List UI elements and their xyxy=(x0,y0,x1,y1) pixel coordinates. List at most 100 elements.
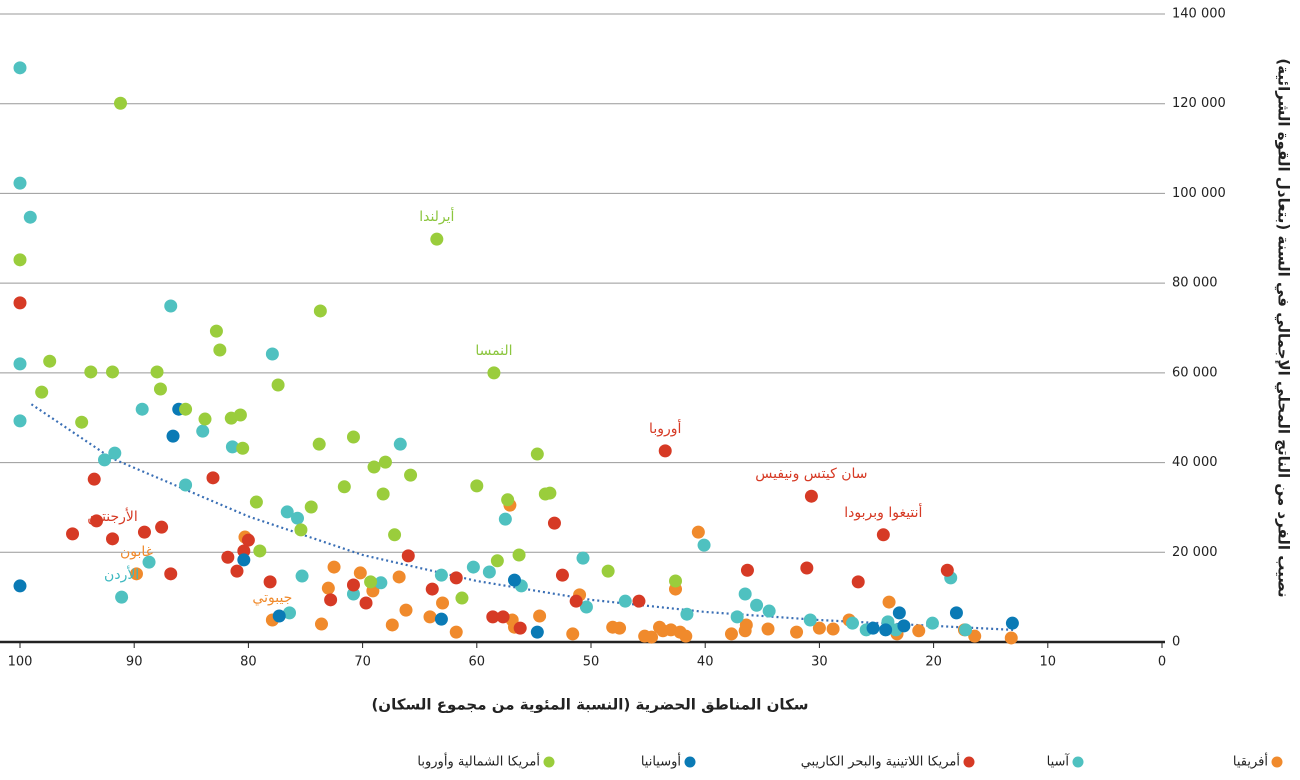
point xyxy=(866,621,880,635)
legend-label: أفريقيا xyxy=(1233,753,1268,770)
y-tick-label: 140 000 xyxy=(1172,7,1226,22)
y-tick-label: 60 000 xyxy=(1172,365,1218,380)
point xyxy=(213,343,227,357)
point xyxy=(135,402,149,416)
point xyxy=(164,567,178,581)
legend-label: آسيا xyxy=(1047,753,1071,770)
legend-label: أمريكا الشمالية وأوروبا xyxy=(417,753,540,770)
point xyxy=(237,553,251,567)
point xyxy=(346,578,360,592)
annotation: أوروبا xyxy=(649,419,681,437)
x-tick-label: 100 xyxy=(8,655,33,670)
point xyxy=(84,365,98,379)
legend-swatch xyxy=(543,756,555,768)
point xyxy=(803,613,817,627)
point xyxy=(233,408,247,422)
point xyxy=(513,621,527,635)
point xyxy=(679,629,693,643)
point xyxy=(423,610,437,624)
point xyxy=(434,568,448,582)
point xyxy=(566,627,580,641)
point xyxy=(543,486,557,500)
point xyxy=(812,621,826,635)
point xyxy=(632,594,646,608)
point xyxy=(968,629,982,643)
point xyxy=(90,514,104,528)
point xyxy=(790,625,804,639)
point xyxy=(490,554,504,568)
point xyxy=(327,560,341,574)
annotation: سان كيتس ونيفيس xyxy=(755,466,867,482)
point xyxy=(669,574,683,588)
point xyxy=(249,495,263,509)
point xyxy=(750,598,764,612)
point xyxy=(346,430,360,444)
point xyxy=(761,622,775,636)
point xyxy=(579,600,593,614)
point xyxy=(601,564,615,578)
point xyxy=(1004,631,1018,645)
point xyxy=(198,412,212,426)
point xyxy=(179,402,193,416)
y-tick-label: 120 000 xyxy=(1172,96,1226,111)
point xyxy=(271,378,285,392)
point xyxy=(385,618,399,632)
point xyxy=(455,591,469,605)
point xyxy=(1005,616,1019,630)
point xyxy=(13,357,27,371)
point xyxy=(98,453,112,467)
point xyxy=(13,253,27,267)
point xyxy=(221,550,235,564)
point xyxy=(66,527,80,541)
legend-swatch xyxy=(963,756,975,768)
point xyxy=(804,489,818,503)
point xyxy=(376,487,390,501)
point xyxy=(283,606,297,620)
point xyxy=(940,563,954,577)
point xyxy=(13,414,27,428)
x-tick-label: 80 xyxy=(240,655,257,670)
x-tick-label: 60 xyxy=(469,655,486,670)
annotation: النمسا xyxy=(475,343,512,359)
point xyxy=(449,625,463,639)
point xyxy=(487,366,501,380)
point xyxy=(367,460,381,474)
point xyxy=(392,570,406,584)
point xyxy=(353,566,367,580)
point xyxy=(294,523,308,537)
point xyxy=(75,415,89,429)
y-tick-label: 40 000 xyxy=(1172,455,1218,470)
point xyxy=(87,472,101,486)
point xyxy=(314,617,328,631)
point xyxy=(949,606,963,620)
x-tick-label: 90 xyxy=(126,655,143,670)
point xyxy=(291,511,305,525)
point xyxy=(470,479,484,493)
point xyxy=(618,594,632,608)
point xyxy=(576,551,590,565)
point xyxy=(738,587,752,601)
point xyxy=(13,296,27,310)
annotation: جيبوتي xyxy=(252,590,292,606)
point xyxy=(155,520,169,534)
point xyxy=(892,606,906,620)
point xyxy=(680,607,694,621)
point xyxy=(312,437,326,451)
point xyxy=(959,623,973,637)
point xyxy=(225,440,239,454)
x-tick-label: 0 xyxy=(1158,655,1166,670)
point xyxy=(912,624,926,638)
point xyxy=(876,528,890,542)
point xyxy=(482,565,496,579)
point xyxy=(846,616,860,630)
x-tick-label: 70 xyxy=(354,655,371,670)
point xyxy=(530,625,544,639)
point xyxy=(253,544,267,558)
annotation: غابون xyxy=(120,544,153,560)
legend-label: أمريكا اللاتينية والبحر الكاريبي xyxy=(801,753,960,770)
annotation: الأرجنتين xyxy=(87,507,138,525)
point xyxy=(129,567,143,581)
legend-swatch xyxy=(1271,756,1283,768)
point xyxy=(826,622,840,636)
point xyxy=(43,354,57,368)
